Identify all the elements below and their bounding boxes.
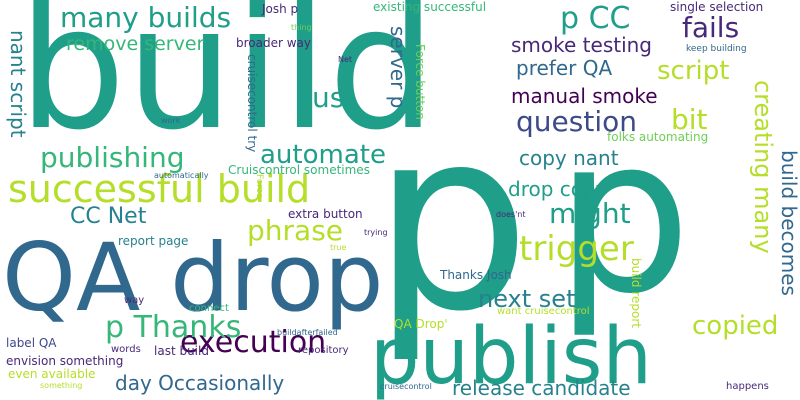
word-josh-p: Josh p — [262, 2, 299, 16]
word-qa-drop: QA drop — [2, 224, 384, 333]
word-single-selection: single selection — [670, 0, 764, 14]
word-remove-server: remove server — [66, 33, 205, 55]
word-keep-building: keep building — [686, 44, 747, 54]
word-happens: happens — [726, 381, 769, 392]
word-publishing: publishing — [40, 141, 185, 174]
word-build-report: build report — [629, 258, 643, 328]
word-envision-something: envision something — [6, 354, 124, 368]
word-execution: execution — [180, 325, 327, 360]
word-might: might — [549, 197, 631, 230]
word-way: way — [124, 295, 145, 306]
word-server-p: server p — [386, 26, 410, 109]
word-trigger: trigger — [519, 229, 634, 269]
word-creating-many: creating many — [749, 80, 777, 254]
word-trying: trying — [364, 228, 388, 237]
word-force-button: Force button — [413, 44, 427, 120]
word-words: words — [111, 344, 141, 355]
word-want-cruisecontrol: want cruisecontrol — [497, 306, 590, 317]
word-even-available: even available — [8, 367, 96, 381]
word-repository: repository — [298, 345, 349, 356]
word-smoke-testing: smoke testing — [511, 33, 653, 57]
word-extra-button: extra button — [288, 207, 363, 221]
word-broader-way: broader way — [236, 36, 311, 50]
word-manual-smoke: manual smoke — [511, 84, 658, 108]
word-day-occasionally: day Occasionally — [115, 371, 285, 395]
word-net: Net — [338, 55, 353, 64]
word-copied: copied — [692, 311, 779, 341]
word-label-qa: label QA — [6, 336, 57, 350]
word-true: true — [330, 243, 347, 252]
word-copy-nant: copy nant — [519, 146, 619, 170]
word-phrase: phrase — [247, 214, 344, 247]
word-cruisecontrol-sometimes: Cruiscontrol sometimes — [228, 163, 370, 177]
word-us: us — [312, 81, 345, 114]
word-p-large: p — [372, 75, 531, 366]
word-bit: bit — [671, 103, 708, 136]
word-publish: publish — [370, 312, 652, 400]
word-p-thanks: p Thanks — [105, 310, 242, 345]
word-fails: fails — [682, 11, 740, 44]
word-next-set: next set — [478, 285, 576, 313]
word-something: something — [40, 381, 83, 390]
word-thing: thing — [291, 23, 312, 32]
word-cruisecontrol: cruisecontrol — [380, 382, 432, 391]
word-work: work — [161, 116, 181, 125]
word-existing-successful: existing successful — [373, 0, 487, 14]
word-many-builds: many builds — [60, 1, 232, 34]
word-successful-build: successful build — [8, 167, 311, 211]
word-build-becomes: build becomes — [777, 150, 800, 296]
word-p-cc: p CC — [560, 1, 631, 36]
word-connect: connect — [189, 303, 229, 314]
word-cruisecontrol-try: cruisecontrol try — [245, 54, 259, 153]
word-prefer-qa: prefer QA — [516, 56, 613, 80]
word-qa-drop-quote: QA Drop' — [394, 317, 448, 331]
word-build: build — [18, 0, 437, 168]
word-thanks-josh: Thanks Josh — [440, 268, 512, 282]
word-release-candidate: release candidate — [452, 376, 631, 400]
word-automatically: automatically — [154, 171, 209, 180]
word-question: question — [516, 105, 637, 138]
word-automate: automate — [260, 140, 386, 170]
word-folks-automating: folks automating — [607, 130, 709, 144]
word-cc-net: CC Net — [70, 204, 147, 229]
word-doesnt: does'nt — [496, 210, 526, 219]
word-drop-copy: drop copy — [508, 177, 608, 201]
word-last-build: last build — [154, 344, 209, 358]
word-force: Force — [254, 174, 264, 199]
word-buildafterfailed: buildafterfailed — [277, 328, 338, 337]
word-p-right: p — [555, 90, 692, 341]
word-report-page: report page — [118, 234, 189, 248]
word-nant-script: nant script — [6, 30, 30, 138]
word-script: script — [657, 56, 730, 86]
